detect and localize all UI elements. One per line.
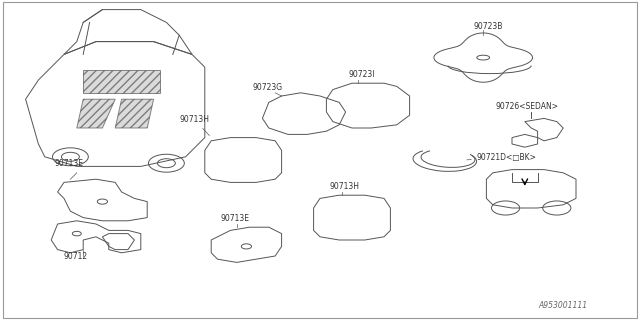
Text: 90713H: 90713H (179, 115, 209, 136)
Polygon shape (115, 99, 154, 128)
Text: 90726<SEDAN>: 90726<SEDAN> (496, 102, 559, 111)
Text: 90713E: 90713E (54, 159, 83, 168)
Text: 90721D<□BK>: 90721D<□BK> (467, 153, 537, 162)
Text: 90713H: 90713H (330, 182, 360, 191)
Text: A953001111: A953001111 (539, 301, 588, 310)
Polygon shape (77, 99, 115, 128)
Text: 90723B: 90723B (474, 22, 503, 31)
Text: 90713E: 90713E (221, 214, 250, 223)
Polygon shape (83, 70, 160, 93)
Text: 90723G: 90723G (253, 83, 283, 92)
Text: 90723I: 90723I (349, 70, 375, 79)
Text: 90712: 90712 (64, 252, 88, 261)
